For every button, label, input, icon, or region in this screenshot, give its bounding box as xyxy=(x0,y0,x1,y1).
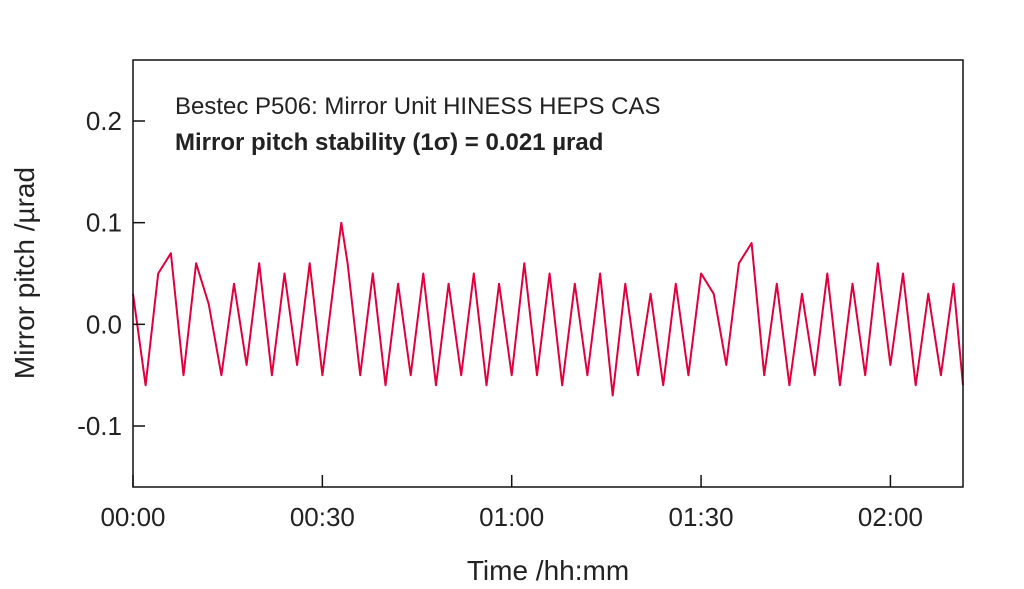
y-tick-label: 0.1 xyxy=(86,208,122,238)
series-layer xyxy=(132,221,964,397)
y-axis-label: Mirror pitch /µrad xyxy=(9,167,40,379)
x-axis-label: Time /hh:mm xyxy=(467,555,629,586)
series-line-0 xyxy=(132,221,964,397)
y-tick-label: 0.2 xyxy=(86,106,122,136)
x-tick-label: 01:00 xyxy=(479,502,544,532)
plot-frame xyxy=(132,59,964,488)
annotation-stability: Mirror pitch stability (1σ) = 0.021 µrad xyxy=(175,129,603,156)
y-tick-label: 0.0 xyxy=(86,309,122,339)
x-tick-label: 02:00 xyxy=(858,502,923,532)
y-tick-label: -0.1 xyxy=(77,411,122,441)
x-tick-label: 00:30 xyxy=(290,502,355,532)
x-tick-label: 00:00 xyxy=(100,502,165,532)
ticks-layer: 00:00 00:30 01:00 01:30 02:00 -0.1 0.0 0.1 0.2 xyxy=(77,106,923,532)
x-tick-label: 01:30 xyxy=(669,502,734,532)
annotation-instrument: Bestec P506: Mirror Unit HINESS HEPS CAS xyxy=(175,93,660,120)
